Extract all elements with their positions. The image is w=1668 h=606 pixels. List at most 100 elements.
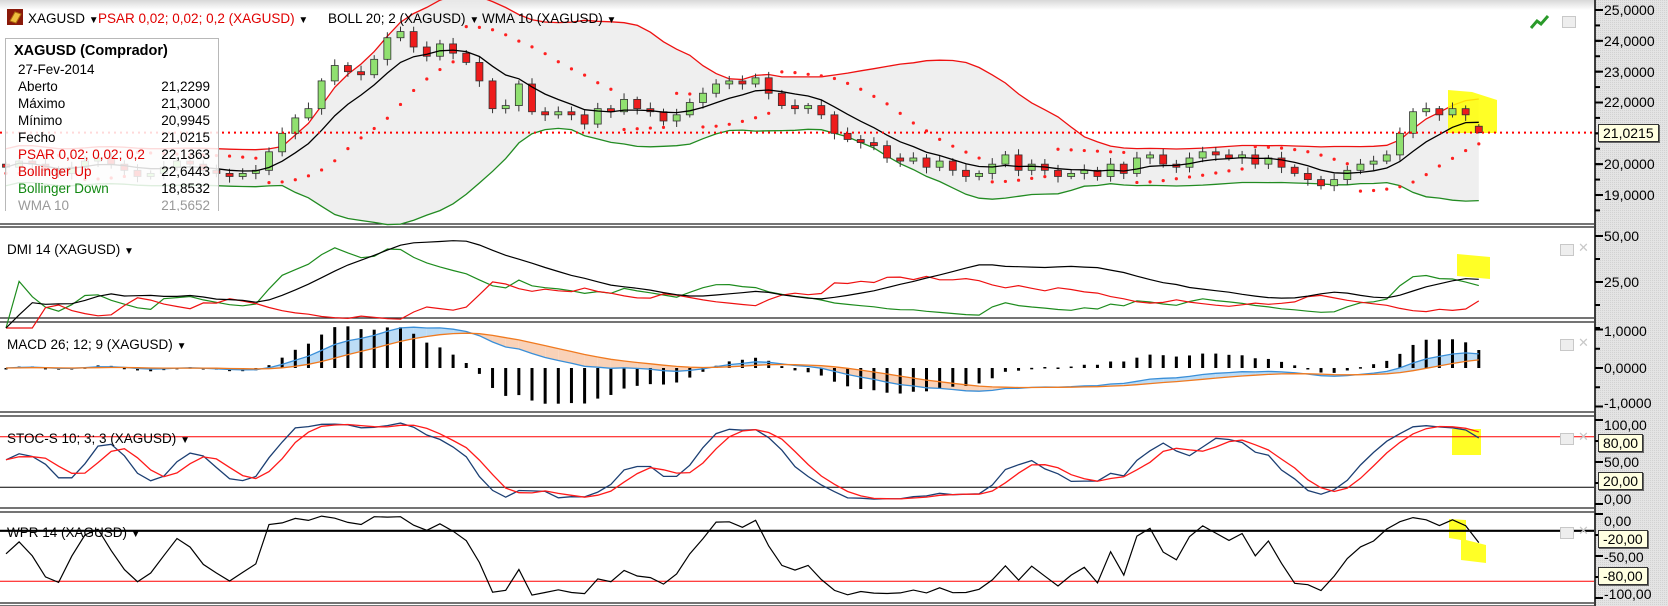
row-open: Aberto 21,2299 (18, 79, 210, 96)
psar-dot (688, 92, 692, 96)
macd-histogram-bar (819, 368, 823, 376)
candle (1146, 154, 1154, 159)
psar-dot (1279, 146, 1284, 150)
macd-fill-segment (1452, 352, 1466, 364)
candle (948, 160, 957, 171)
psar-dot (806, 72, 810, 76)
candle (304, 108, 313, 119)
close-icon[interactable]: ✕ (1578, 429, 1589, 444)
psar-dot (753, 116, 758, 120)
macd-fill-segment (979, 386, 993, 392)
psar-dot (477, 25, 481, 30)
macd-histogram-bar (1437, 339, 1441, 368)
close-icon[interactable]: ✕ (1578, 523, 1589, 538)
dmi-label: DMI 14 (XAGUSD) (7, 242, 121, 257)
psar-dot (425, 77, 429, 81)
macd-histogram-bar (1385, 360, 1389, 368)
macd-fill-segment (558, 348, 572, 364)
macd-histogram-bar (898, 368, 902, 394)
macd-histogram-bar (780, 366, 784, 368)
window-restore-icon[interactable] (1560, 527, 1574, 539)
psar-dot (227, 154, 232, 158)
row-bollinger-down: Bollinger Down 18,8532 (18, 181, 210, 198)
psar-dot (530, 45, 534, 49)
macd-fill-segment (900, 376, 914, 387)
candle (225, 172, 234, 177)
close-icon[interactable]: ✕ (1578, 240, 1589, 255)
macd-signal-line (5, 332, 1479, 389)
stoc-pane-menu[interactable]: STOC-S 10; 3; 3 (XAGUSD) ▼ (7, 431, 190, 446)
psar-dot (412, 88, 416, 93)
wma-label: WMA 10 (XAGUSD) (482, 11, 603, 26)
price-axis-panel[interactable] (1595, 0, 1668, 606)
psar-dot (714, 124, 718, 128)
psar-dot (938, 137, 942, 141)
candle (620, 99, 628, 113)
window-restore-icon[interactable] (1562, 16, 1576, 28)
candle (843, 132, 852, 140)
wpr-pane-menu[interactable]: WPR 14 (XAGUSD) ▼ (7, 525, 141, 540)
candle (725, 80, 734, 85)
macd-fill-segment (400, 327, 414, 342)
candle (528, 83, 536, 113)
candle (1290, 166, 1299, 174)
axis-label: 25,0000 (1604, 2, 1655, 18)
gold-bar-icon (6, 8, 24, 29)
wma-indicator-menu[interactable]: WMA 10 (XAGUSD) ▼ (482, 11, 616, 26)
bollinger-band-fill (6, 0, 1479, 225)
candle (1251, 154, 1260, 165)
macd-histogram-bar (911, 368, 915, 392)
candle (265, 151, 273, 171)
candle (370, 58, 379, 76)
psar-dot (1174, 177, 1178, 181)
row-label: Bollinger Down (18, 181, 109, 196)
psar-dot (1450, 156, 1455, 160)
macd-fill-segment (308, 350, 322, 365)
psar-dot (451, 60, 455, 64)
trend-up-icon[interactable] (1529, 14, 1550, 35)
macd-histogram-bar (267, 365, 271, 368)
psar-dot (1372, 188, 1376, 193)
psar-indicator-menu[interactable]: PSAR 0,02; 0,02; 0,2 (XAGUSD) ▼ (98, 11, 308, 26)
candle (1396, 132, 1404, 156)
candle (1014, 154, 1023, 171)
highlighter-mark (1457, 254, 1490, 279)
psar-dot (1095, 149, 1100, 153)
macd-histogram-bar (1424, 339, 1428, 368)
macd-histogram-bar (477, 368, 481, 374)
macd-histogram-bar (754, 357, 758, 368)
candle (817, 105, 826, 116)
close-icon[interactable]: ✕ (1578, 335, 1589, 350)
psar-dot (1082, 148, 1086, 153)
psar-dot (543, 52, 547, 56)
macd-histogram-bar (280, 357, 284, 368)
symbol-selector[interactable]: XAGUSD ▼ (28, 11, 99, 26)
boll-indicator-menu[interactable]: BOLL 20; 2 (XAGUSD) ▼ (328, 11, 479, 26)
dmi-pane-menu[interactable]: DMI 14 (XAGUSD) ▼ (7, 242, 134, 257)
psar-dot (1319, 153, 1323, 157)
macd-fill-segment (913, 378, 927, 388)
candle (659, 111, 668, 122)
chevron-down-icon: ▼ (176, 341, 187, 352)
window-restore-icon[interactable] (1560, 339, 1574, 351)
bollinger-down-line (5, 127, 1479, 226)
macd-histogram-bar (1266, 358, 1270, 368)
macd-histogram-bar (1056, 367, 1060, 369)
axis-label: -50,00 (1604, 549, 1644, 565)
macd-histogram-bar (1306, 368, 1310, 370)
candle (935, 160, 944, 168)
macd-fill-segment (939, 381, 953, 390)
macd-fill-segment (532, 342, 546, 358)
psar-dot (1016, 178, 1021, 182)
macd-histogram-bar (964, 368, 968, 387)
window-restore-icon[interactable] (1560, 244, 1574, 256)
window-restore-icon[interactable] (1560, 433, 1574, 445)
candle (699, 92, 707, 103)
chevron-down-icon: ▼ (180, 435, 190, 446)
psar-dot (1477, 142, 1481, 146)
macd-pane-menu[interactable]: MACD 26; 12; 9 (XAGUSD) ▼ (7, 337, 186, 352)
macd-histogram-bar (951, 368, 955, 387)
psar-dot (675, 91, 679, 95)
psar-dot (1266, 145, 1270, 149)
